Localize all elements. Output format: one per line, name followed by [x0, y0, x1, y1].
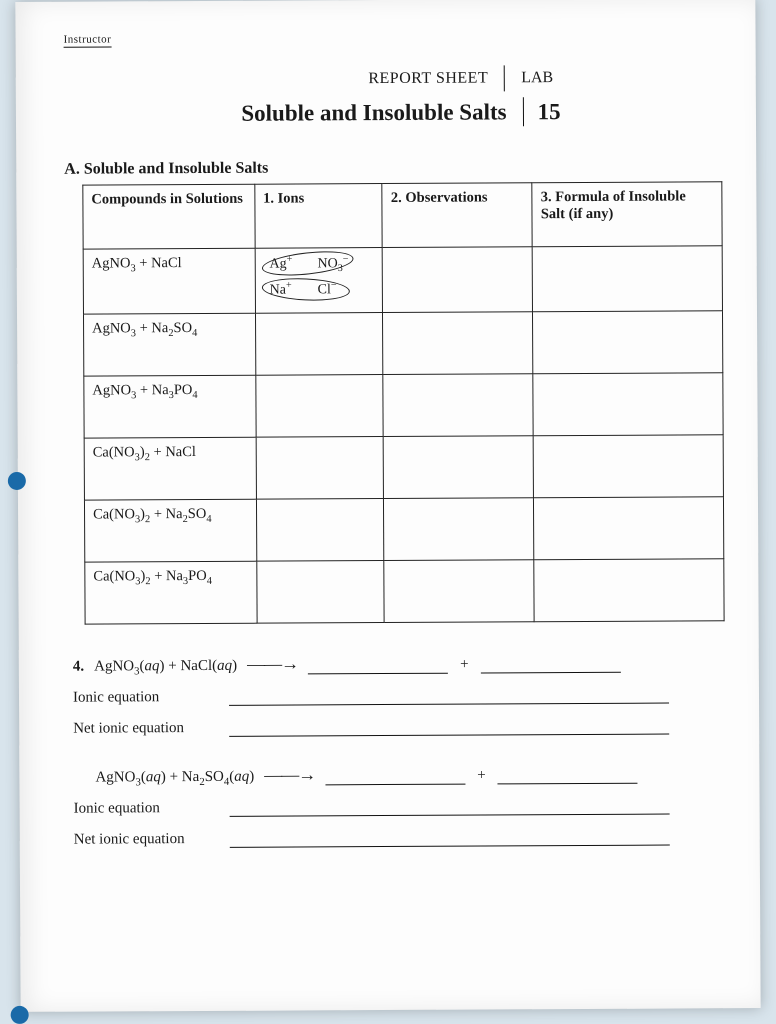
- cell-ions: Ag+NO3−Na+Cl−: [255, 248, 383, 314]
- cell-compound: Ca(NO3)2 + NaCl: [84, 438, 256, 501]
- salts-table: Compounds in Solutions 1. Ions 2. Observ…: [82, 182, 724, 625]
- cell-formula: [533, 373, 723, 436]
- plus-sign: +: [460, 657, 469, 674]
- plus-sign: +: [477, 768, 486, 785]
- net-ionic-label: Net ionic equation: [74, 831, 224, 849]
- eq2-formula: AgNO3(aq) + Na2SO4(aq): [95, 769, 254, 787]
- cell-compound: Ca(NO3)2 + Na2SO4: [84, 500, 256, 563]
- blank-product4: [498, 770, 638, 785]
- blank-product2: [481, 659, 621, 674]
- binder-hole: [11, 1006, 29, 1024]
- cell-formula: [534, 497, 724, 560]
- eq1-formula: AgNO3(aq) + NaCl(aq): [94, 658, 237, 676]
- ionic-label: Ionic equation: [73, 689, 223, 707]
- table-row: Ca(NO3)2 + Na3PO4: [85, 559, 724, 624]
- lab-label: LAB: [504, 65, 553, 91]
- worksheet-title: Soluble and Insoluble Salts: [241, 99, 522, 126]
- cell-formula: [534, 559, 724, 622]
- eq1-line: 4. AgNO3(aq) + NaCl(aq) ——→ +: [73, 652, 721, 676]
- cell-ions: [255, 313, 383, 376]
- cell-compound: AgNO3 + Na3PO4: [84, 376, 256, 439]
- table-row: AgNO3 + Na2SO4: [83, 311, 722, 376]
- ionic-eq1: Ionic equation: [73, 687, 721, 707]
- cell-compound: AgNO3 + Na2SO4: [83, 314, 255, 377]
- lab-number: 15: [522, 97, 560, 127]
- cell-formula: [533, 311, 723, 374]
- blank-product1: [308, 660, 448, 675]
- net-ionic-eq2: Net ionic equation: [74, 829, 722, 849]
- cell-formula: [532, 246, 722, 312]
- cell-observations: [383, 247, 533, 313]
- cell-compound: AgNO3 + NaCl: [83, 249, 255, 315]
- binder-hole: [8, 472, 26, 490]
- col-compounds: Compounds in Solutions: [83, 185, 255, 250]
- table-row: Ca(NO3)2 + NaCl: [84, 435, 723, 500]
- worksheet-page: Instructor REPORT SHEET LAB Soluble and …: [15, 0, 760, 1012]
- title-row: Soluble and Insoluble Salts 15: [84, 96, 718, 129]
- cell-observations: [383, 312, 533, 375]
- cell-observations: [384, 498, 534, 561]
- q4-tag: 4.: [73, 659, 84, 676]
- cell-observations: [383, 374, 533, 437]
- section-a-heading: A. Soluble and Insoluble Salts: [64, 158, 718, 179]
- col-ions: 1. Ions: [255, 184, 383, 249]
- arrow-icon: ——→: [264, 765, 315, 786]
- table-header-row: Compounds in Solutions 1. Ions 2. Observ…: [83, 182, 722, 249]
- report-sheet-label: REPORT SHEET: [368, 69, 504, 88]
- cell-compound: Ca(NO3)2 + Na3PO4: [85, 562, 257, 625]
- cell-ions: [256, 499, 384, 562]
- blank-product3: [325, 771, 465, 786]
- header-row: REPORT SHEET LAB: [204, 64, 718, 92]
- question-4: 4. AgNO3(aq) + NaCl(aq) ——→ + Ionic equa…: [73, 652, 722, 849]
- blank-ionic2: [230, 801, 670, 817]
- net-ionic-label: Net ionic equation: [73, 720, 223, 738]
- ionic-label: Ionic equation: [74, 800, 224, 818]
- table-row: AgNO3 + Na3PO4: [84, 373, 723, 438]
- cell-ions: [256, 375, 384, 438]
- ionic-eq2: Ionic equation: [74, 798, 722, 818]
- eq2-line: AgNO3(aq) + Na2SO4(aq) ——→ +: [73, 763, 721, 787]
- cell-observations: [384, 436, 534, 499]
- col-formula: 3. Formula of Insoluble Salt (if any): [532, 182, 722, 247]
- cell-formula: [533, 435, 723, 498]
- blank-netionic2: [230, 832, 670, 848]
- cell-ions: [256, 437, 384, 500]
- blank-netionic1: [229, 721, 669, 737]
- cell-ions: [257, 561, 385, 624]
- cell-observations: [384, 560, 534, 623]
- instructor-cutoff: Instructor: [64, 33, 112, 47]
- blank-ionic1: [229, 690, 669, 706]
- net-ionic-eq1: Net ionic equation: [73, 718, 721, 738]
- table-row: Ca(NO3)2 + Na2SO4: [84, 497, 723, 562]
- table-row: AgNO3 + NaClAg+NO3−Na+Cl−: [83, 246, 722, 314]
- col-observations: 2. Observations: [382, 183, 532, 248]
- arrow-icon: ——→: [247, 654, 298, 675]
